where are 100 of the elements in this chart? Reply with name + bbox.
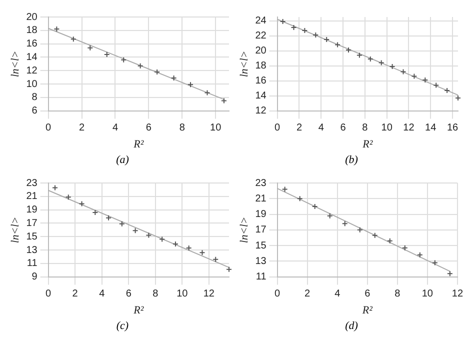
point [411,73,418,80]
y-tick-label: 13 [26,244,38,256]
y-axis-title: ln<l> [9,216,22,244]
y-tick-label: 6 [32,106,38,117]
x-tick-label: 6 [126,288,132,300]
x-tick-label: 4 [112,122,118,134]
x-tick-label: 0 [46,122,52,134]
point [326,212,333,219]
y-tick-label: 10 [26,78,38,90]
y-tick-label: 22 [255,30,267,42]
point [282,186,288,192]
x-tick-label: 6 [340,122,346,134]
y-axis-title: ln<l> [238,50,250,78]
point [296,196,303,202]
point [118,220,125,227]
point [334,42,341,48]
x-tick-label: 16 [446,122,459,134]
y-tick-label: 14 [26,52,38,63]
y-tick-label: 20 [26,12,38,23]
x-tick-label: 14 [425,122,437,134]
text: (c) [115,319,130,334]
y-tick-label: 18 [255,60,267,72]
x-tick-label: 4 [318,122,324,134]
y-tick-label: 23 [26,178,38,189]
y-tick-label: 21 [255,193,267,204]
y-tick-label: 15 [255,240,267,252]
point [132,228,138,234]
point [212,256,219,262]
y-tick-label: 12 [26,65,38,76]
y-tick-label: 17 [26,218,38,229]
y-axis-title: ln<l> [238,216,250,244]
y-tick-label: 20 [255,46,267,57]
point [137,62,144,69]
y-tick-label: 19 [255,209,267,220]
point [400,68,406,75]
y-tick-label: 24 [255,16,267,26]
point [342,220,348,227]
x-axis-title: R² [132,138,144,150]
x-tick-label: 6 [146,122,152,134]
x-axis-title: R² [361,304,374,316]
y-axis-title: ln<l> [9,50,22,78]
y-tick-label: 14 [255,90,267,102]
y-tick-label: 13 [255,256,267,267]
x-tick-label: 12 [203,288,215,300]
point [70,36,76,42]
x-tick-label: 8 [152,288,159,300]
x-tick-label: 2 [72,288,78,300]
x-tick-label: 10 [422,288,434,300]
point [199,250,206,256]
point [433,82,440,88]
x-tick-label: 8 [362,122,368,134]
point [356,226,363,233]
point [106,214,112,221]
y-tick-label: 21 [26,191,38,202]
y-tick-label: 16 [26,38,38,50]
point [220,98,227,104]
point [146,232,152,238]
x-axis-title: R² [362,138,374,150]
x-tick-label: 4 [99,288,106,300]
point [120,56,127,63]
point [226,266,232,272]
y-tick-label: 18 [26,25,38,36]
x-tick-label: 6 [364,288,371,300]
y-tick-label: 11 [26,258,38,270]
point [386,238,393,244]
x-tick-label: 2 [296,122,302,134]
x-tick-label: 10 [210,122,222,134]
text: (a) [115,153,130,168]
y-tick-label: 17 [255,224,267,236]
point [188,82,194,88]
y-tick-label: 8 [32,92,38,104]
point [432,260,438,266]
y-tick-label: 16 [255,76,267,87]
point [78,200,85,207]
x-tick-label: 2 [304,288,311,300]
point [87,44,94,51]
point [402,244,408,251]
x-tick-label: 2 [79,122,85,134]
x-tick-label: 8 [394,288,401,300]
point [446,270,453,277]
point [159,236,166,242]
x-tick-label: 12 [403,122,415,134]
y-tick-label: 9 [32,272,38,283]
x-tick-label: 4 [334,288,341,300]
text: (b) [344,153,359,168]
point [372,232,378,238]
text: (d) [344,319,359,334]
point [416,252,423,258]
x-tick-label: 0 [274,122,281,134]
x-tick-label: 10 [381,122,393,134]
x-tick-label: 8 [179,122,186,134]
x-tick-label: 10 [176,288,188,300]
point [356,52,362,58]
y-tick-label: 15 [26,231,38,242]
x-tick-label: 0 [46,288,52,300]
point [378,60,384,66]
x-tick-label: 12 [452,288,464,300]
y-tick-label: 23 [255,178,267,189]
y-tick-label: 11 [256,272,267,283]
y-tick-label: 12 [255,106,267,117]
